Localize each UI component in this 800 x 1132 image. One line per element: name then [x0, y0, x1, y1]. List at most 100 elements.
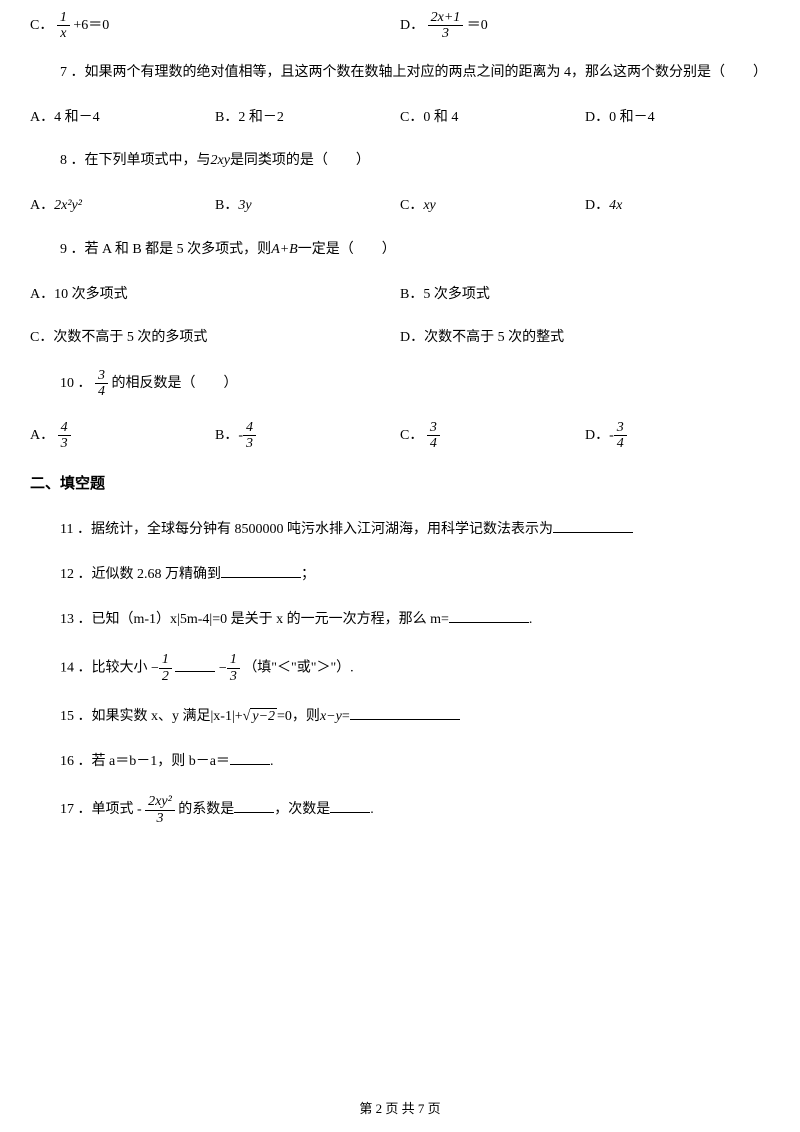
q10-den: 4 [95, 384, 108, 399]
q8-option-d: D．4x [585, 193, 770, 218]
q8-c-math: xy [423, 198, 435, 213]
q14-f1-den: 2 [159, 669, 172, 684]
q10-d-fraction: 3 4 [614, 420, 627, 452]
q8-text-pre: 8 ．在下列单项式中，与 [60, 153, 211, 168]
q13: 13 ．已知（m-1）x|5m-4|=0 是关于 x 的一元一次方程，那么 m=… [30, 607, 770, 632]
q10-option-d: D．- 3 4 [585, 420, 770, 452]
q10-b-fraction: 4 3 [243, 420, 256, 452]
q7-option-d: D．0 和－4 [585, 105, 770, 130]
q10-options: A． 4 3 B．- 4 3 C． 3 4 D．- 3 4 [30, 420, 770, 452]
q7-text: 7 ．如果两个有理数的绝对值相等，且这两个数在数轴上对应的两点之间的距离为 4，… [60, 60, 770, 85]
q8-option-b: B．3y [215, 193, 400, 218]
q8-option-c: C．xy [400, 193, 585, 218]
q10-num: 3 [95, 368, 108, 384]
q8-a-pre: A． [30, 198, 54, 213]
q7-option-c: C．0 和 4 [400, 105, 585, 130]
q14-f2-den: 3 [227, 669, 240, 684]
q13-blank [449, 609, 529, 623]
q8-text-post: 是同类项的是（ ） [230, 153, 370, 168]
q15-blank [350, 706, 460, 720]
q17-text-pre: 17 ．单项式 - [60, 802, 145, 817]
q17: 17 ．单项式 - 2xy² 3 的系数是，次数是. [30, 794, 770, 826]
q15-math: x−y [320, 709, 342, 724]
q6-d-suffix: ＝0 [467, 18, 488, 33]
q6-option-c: C． 1 x +6＝0 [30, 10, 400, 42]
q9-option-b: B．5 次多项式 [400, 282, 770, 307]
q14-f1-num: 1 [159, 652, 172, 668]
q6-c-num: 1 [57, 10, 70, 26]
q14: 14 ．比较大小 − 1 2 − 1 3 （填"＜"或"＞"）. [30, 652, 770, 684]
q6-c-prefix: C． [30, 18, 53, 33]
q15-text-pre: 15 ．如果实数 x、y 满足|x-1|+ [60, 709, 243, 724]
q10-c-fraction: 3 4 [427, 420, 440, 452]
q6-options-cd: C． 1 x +6＝0 D． 2x+1 3 ＝0 [30, 10, 770, 42]
q8-text: 8 ．在下列单项式中，与2xy是同类项的是（ ） [60, 148, 770, 173]
q14-f1-wrap: − 1 2 [151, 652, 172, 684]
q15-sqrt: √y−2 [243, 704, 277, 729]
q10-fraction: 3 4 [95, 368, 108, 400]
q9-option-a: A．10 次多项式 [30, 282, 400, 307]
q8-a-math: 2x²y² [54, 198, 82, 213]
q8-b-math: 3y [238, 198, 251, 213]
q10-d-num: 3 [614, 420, 627, 436]
q17-fraction: 2xy² 3 [145, 794, 175, 826]
q7-options: A．4 和－4 B．2 和－2 C．0 和 4 D．0 和－4 [30, 105, 770, 130]
q16: 16 ．若 a＝b－1，则 b－a＝. [30, 749, 770, 774]
q6-c-suffix: +6＝0 [73, 18, 109, 33]
q8-d-pre: D． [585, 198, 609, 213]
q11-text: 11 ．据统计，全球每分钟有 8500000 吨污水排入江河湖海，用科学记数法表… [60, 522, 553, 537]
q10-option-b: B．- 4 3 [215, 420, 400, 452]
q10-c-den: 4 [427, 436, 440, 451]
q14-neg2: − [219, 656, 227, 681]
q12: 12 ．近似数 2.68 万精确到 ； [30, 562, 770, 587]
q14-blank [175, 658, 215, 672]
q6-d-den: 3 [428, 26, 464, 41]
q15-radicand: y−2 [250, 708, 277, 724]
q14-f2: 1 3 [227, 652, 240, 684]
q15-text-mid: =0，则 [277, 709, 320, 724]
q7-option-b: B．2 和－2 [215, 105, 400, 130]
q12-blank [221, 564, 301, 578]
q7-option-a: A．4 和－4 [30, 105, 215, 130]
q9-option-d: D．次数不高于 5 次的整式 [400, 325, 770, 350]
q17-blank2 [330, 799, 370, 813]
q10-b-pre: B．- [215, 423, 243, 448]
q10-text-post: 的相反数是（ ） [112, 376, 238, 391]
q6-option-d: D． 2x+1 3 ＝0 [400, 10, 770, 42]
q11: 11 ．据统计，全球每分钟有 8500000 吨污水排入江河湖海，用科学记数法表… [30, 517, 770, 542]
q14-text-post: （填"＜"或"＞"）. [243, 661, 353, 676]
q15-text-post: = [342, 709, 350, 724]
q14-neg1: − [151, 656, 159, 681]
q10-option-c: C． 3 4 [400, 420, 585, 452]
q12-text: 12 ．近似数 2.68 万精确到 [60, 567, 221, 582]
q10-c-pre: C． [400, 428, 423, 443]
q9: 9 ．若 A 和 B 都是 5 次多项式，则A+B一定是（ ） [30, 237, 770, 262]
q10-text: 10 ． 3 4 的相反数是（ ） [60, 368, 770, 400]
q17-text-mid: 的系数是 [178, 802, 234, 817]
q12-suffix: ； [301, 567, 315, 582]
q9-text-math: A+B [271, 242, 298, 257]
q8-text-math: 2xy [211, 153, 230, 168]
q8: 8 ．在下列单项式中，与2xy是同类项的是（ ） [30, 148, 770, 173]
q8-option-a: A．2x²y² [30, 193, 215, 218]
q9-options-cd: C．次数不高于 5 次的多项式 D．次数不高于 5 次的整式 [30, 325, 770, 350]
q15: 15 ．如果实数 x、y 满足|x-1|+√y−2=0，则x−y= [30, 704, 770, 729]
q10-a-pre: A． [30, 428, 54, 443]
q10-a-fraction: 4 3 [58, 420, 71, 452]
section-2-title: 二、填空题 [30, 470, 770, 497]
q6-d-prefix: D． [400, 18, 424, 33]
q10-b-num: 4 [243, 420, 256, 436]
q14-f2-num: 1 [227, 652, 240, 668]
q8-options: A．2x²y² B．3y C．xy D．4x [30, 193, 770, 218]
q8-c-pre: C． [400, 198, 423, 213]
q10-a-num: 4 [58, 420, 71, 436]
q16-blank [230, 751, 270, 765]
q16-text: 16 ．若 a＝b－1，则 b－a＝ [60, 754, 230, 769]
q14-f2-wrap: − 1 3 [219, 652, 240, 684]
q6-d-num: 2x+1 [428, 10, 464, 26]
q17-num: 2xy² [145, 794, 175, 810]
q10-d-den: 4 [614, 436, 627, 451]
q17-den: 3 [145, 811, 175, 826]
q9-text: 9 ．若 A 和 B 都是 5 次多项式，则A+B一定是（ ） [60, 237, 770, 262]
q13-text: 13 ．已知（m-1）x|5m-4|=0 是关于 x 的一元一次方程，那么 m= [60, 612, 449, 627]
